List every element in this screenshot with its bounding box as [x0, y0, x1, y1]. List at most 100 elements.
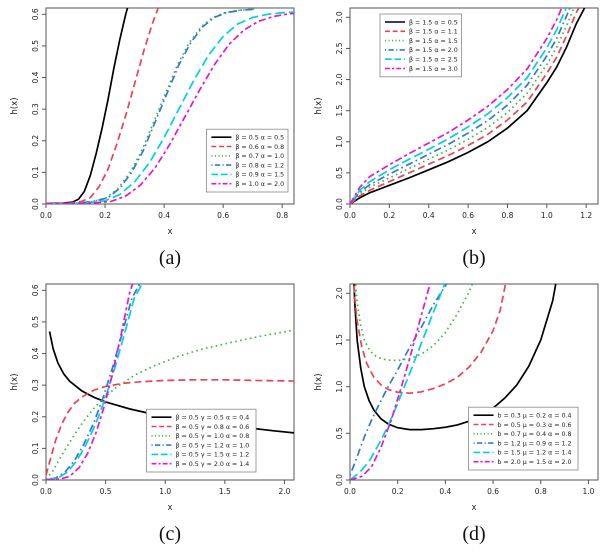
y-tick-label: 0.0 — [335, 474, 344, 486]
series-group — [46, 8, 294, 204]
plot-box — [349, 283, 599, 481]
legend-label: β = 0.5 γ = 1.2 α = 1.0 — [176, 442, 250, 449]
plot-svg-c: 0.0 0.5 1.0 1.5 2.0 0.0 0.1 0.2 0.3 0.4 0.5 0.6 x h(x… — [10, 283, 295, 513]
legend-label: β = 1.5 α = 1.1 — [409, 29, 458, 36]
legend-label: β = 0.5 γ = 0.8 α = 0.6 — [176, 424, 250, 431]
series-line — [46, 8, 160, 204]
series-line — [46, 11, 294, 204]
y-tick-label: 0.5 — [335, 427, 344, 439]
y-tick-label: 0.5 — [335, 167, 344, 179]
y-tick-label: 0.5 — [31, 316, 40, 328]
series-line — [350, 8, 568, 204]
y-tick-label: 2.0 — [335, 73, 344, 85]
x-tick-label: 0.4 — [439, 487, 451, 496]
y-axis-label: h(x) — [10, 97, 20, 114]
x-tick-label: 0.2 — [392, 487, 404, 496]
y-tick-label: 1.0 — [335, 136, 344, 148]
figure-grid: 0.0 0.2 0.4 0.6 0.8 0.0 0.1 0.2 0.3 0.4 0.5 0.6 x h(x… — [4, 2, 615, 554]
series-line — [46, 8, 256, 204]
x-tick-label: 0.2 — [99, 211, 111, 220]
caption-d: (d) — [462, 523, 486, 545]
legend-label: β = 0.6 α = 0.8 — [235, 144, 284, 151]
series-line — [46, 378, 294, 476]
caption-b: (b) — [462, 247, 486, 269]
y-tick-label: 0.5 — [31, 40, 40, 52]
x-tick-label: 0.4 — [423, 211, 435, 220]
x-tick-label: 1.0 — [541, 211, 553, 220]
legend-label: β = 1.5 α = 2.0 — [409, 47, 458, 54]
legend-box — [379, 13, 462, 78]
x-tick-label: 1.5 — [219, 487, 231, 496]
series-line — [350, 8, 580, 204]
legend-label: b = 0.5 μ = 0.3 α = 0.6 — [498, 422, 572, 429]
x-axis-label: x — [471, 227, 476, 237]
y-tick-label: 0.0 — [31, 474, 40, 486]
x-tick-label: 0.6 — [462, 211, 474, 220]
x-axis-label: x — [167, 503, 172, 513]
legend-label: β = 0.9 α = 1.5 — [235, 172, 284, 179]
series-line — [350, 284, 432, 480]
legend-label: β = 0.8 α = 1.2 — [235, 162, 284, 169]
plot-box — [45, 7, 295, 205]
panel-c: 0.0 0.5 1.0 1.5 2.0 0.0 0.1 0.2 0.3 0.4 0.5 0.6 x h(x… — [4, 278, 308, 554]
legend-label: b = 0.7 μ = 0.4 α = 0.8 — [498, 431, 572, 438]
y-tick-label: 0.0 — [31, 198, 40, 210]
series-line — [46, 8, 129, 204]
plot-svg-a: 0.0 0.2 0.4 0.6 0.8 0.0 0.1 0.2 0.3 0.4 0.5 0.6 x h(x… — [10, 7, 295, 237]
x-tick-label: 1.2 — [580, 211, 592, 220]
legend-label: β = 1.5 α = 0.5 — [409, 19, 458, 26]
y-tick-label: 0.0 — [335, 198, 344, 210]
legend-label: β = 1.0 α = 2.0 — [235, 181, 284, 188]
series-line — [46, 329, 294, 480]
legend-label: β = 0.5 α = 0.5 — [235, 135, 284, 142]
series-line — [46, 284, 134, 480]
y-axis-label: h(x) — [10, 373, 20, 390]
chart-a: 0.0 0.2 0.4 0.6 0.8 0.0 0.1 0.2 0.3 0.4 0.5 0.6 x h(x… — [6, 2, 306, 246]
y-tick-label: 0.3 — [31, 103, 40, 115]
chart-d: 0.0 0.2 0.4 0.6 0.8 1.0 0.0 0.5 1.0 1.5 2.0 x h(x) b … — [310, 278, 610, 522]
x-tick-label: 0.2 — [383, 211, 395, 220]
x-tick-label: 1.0 — [159, 487, 171, 496]
y-tick-label: 0.2 — [31, 135, 40, 147]
series-line — [350, 8, 571, 204]
y-tick-label: 0.6 — [31, 284, 40, 296]
series-line — [353, 284, 557, 431]
legend: β = 0.5 α = 0.5 β = 0.6 α = 0.8 β = 0.7 α … — [205, 128, 289, 193]
series-line — [46, 284, 141, 480]
x-tick-label: 0.6 — [487, 487, 499, 496]
legend: β = 0.5 γ = 0.5 α = 0.4 β = 0.5 γ = 0.8 α… — [146, 408, 257, 473]
y-tick-label: 1.0 — [335, 380, 344, 392]
series-line — [46, 284, 144, 480]
plot-box — [45, 283, 295, 481]
series-group — [350, 8, 586, 204]
plot-svg-d: 0.0 0.2 0.4 0.6 0.8 1.0 0.0 0.5 1.0 1.5 2.0 x h(x) b … — [314, 283, 599, 513]
series-line — [46, 12, 294, 204]
legend-label: β = 1.5 α = 2.5 — [409, 57, 458, 64]
legend-label: β = 1.5 α = 1.5 — [409, 38, 458, 45]
x-axis-label: x — [167, 227, 172, 237]
series-line — [354, 284, 474, 362]
legend-label: b = 0.3 μ = 0.2 α = 0.4 — [498, 413, 572, 420]
y-tick-label: 0.4 — [31, 71, 40, 83]
y-tick-label: 0.1 — [31, 442, 40, 454]
series-group — [350, 284, 557, 480]
legend-label: b = 2.0 μ = 1.5 α = 2.0 — [498, 459, 572, 466]
series-line — [350, 8, 586, 204]
legend-label: β = 0.7 α = 1.0 — [235, 153, 284, 160]
panel-a: 0.0 0.2 0.4 0.6 0.8 0.0 0.1 0.2 0.3 0.4 0.5 0.6 x h(x… — [4, 2, 308, 278]
plot-box — [349, 7, 599, 205]
y-tick-label: 0.6 — [31, 8, 40, 20]
x-tick-label: 0.4 — [158, 211, 170, 220]
x-tick-label: 0.8 — [501, 211, 513, 220]
x-tick-label: 0.6 — [217, 211, 229, 220]
panel-d: 0.0 0.2 0.4 0.6 0.8 1.0 0.0 0.5 1.0 1.5 2.0 x h(x) b … — [308, 278, 612, 554]
y-tick-label: 3.0 — [335, 11, 344, 23]
legend: β = 1.5 α = 0.5 β = 1.5 α = 1.1 β = 1.5 α … — [379, 13, 462, 78]
legend-label: β = 0.5 γ = 0.5 α = 0.4 — [176, 415, 250, 422]
x-tick-label: 0.0 — [344, 211, 356, 220]
y-tick-label: 0.2 — [31, 411, 40, 423]
caption-c: (c) — [158, 523, 182, 545]
y-tick-label: 2.0 — [335, 287, 344, 299]
x-tick-label: 0.8 — [535, 487, 547, 496]
